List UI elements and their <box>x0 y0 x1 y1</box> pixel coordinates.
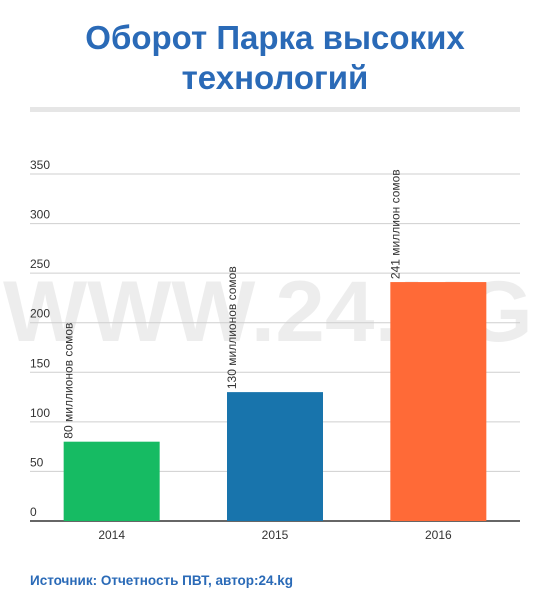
y-axis-ticks: 0 50 100 150 200 250 300 350 <box>30 158 50 519</box>
bar-2014 <box>63 441 160 521</box>
data-labels: 80 миллионов сомов 130 миллионов сомов 241… <box>62 169 403 438</box>
x-axis-ticks: 2014 2015 2016 <box>98 528 452 542</box>
title-divider <box>30 107 520 112</box>
data-label: 80 миллионов сомов <box>62 323 76 439</box>
y-tick-label: 350 <box>30 158 50 172</box>
y-tick-label: 100 <box>30 406 50 420</box>
bars <box>63 282 487 521</box>
title-line-2: технологий <box>181 59 369 96</box>
y-tick-label: 150 <box>30 356 50 370</box>
source-note: Источник: Отчетность ПВТ, автор:24.kg <box>30 573 294 588</box>
bar-2015 <box>227 392 323 521</box>
data-label: 130 миллионов сомов <box>225 266 239 389</box>
data-label: 241 миллион сомов <box>388 169 402 279</box>
bar-2016 <box>390 282 487 521</box>
y-tick-label: 50 <box>30 455 44 469</box>
title-line-1: Оборот Парка высоких <box>85 19 465 56</box>
x-tick-label: 2015 <box>262 528 289 542</box>
y-tick-label: 200 <box>30 307 50 321</box>
y-tick-label: 300 <box>30 208 50 222</box>
y-tick-label: 250 <box>30 257 50 271</box>
chart-title: Оборот Парка высоких технологий <box>0 18 550 98</box>
x-tick-label: 2014 <box>98 528 125 542</box>
y-tick-label: 0 <box>30 505 37 519</box>
x-tick-label: 2016 <box>425 528 452 542</box>
